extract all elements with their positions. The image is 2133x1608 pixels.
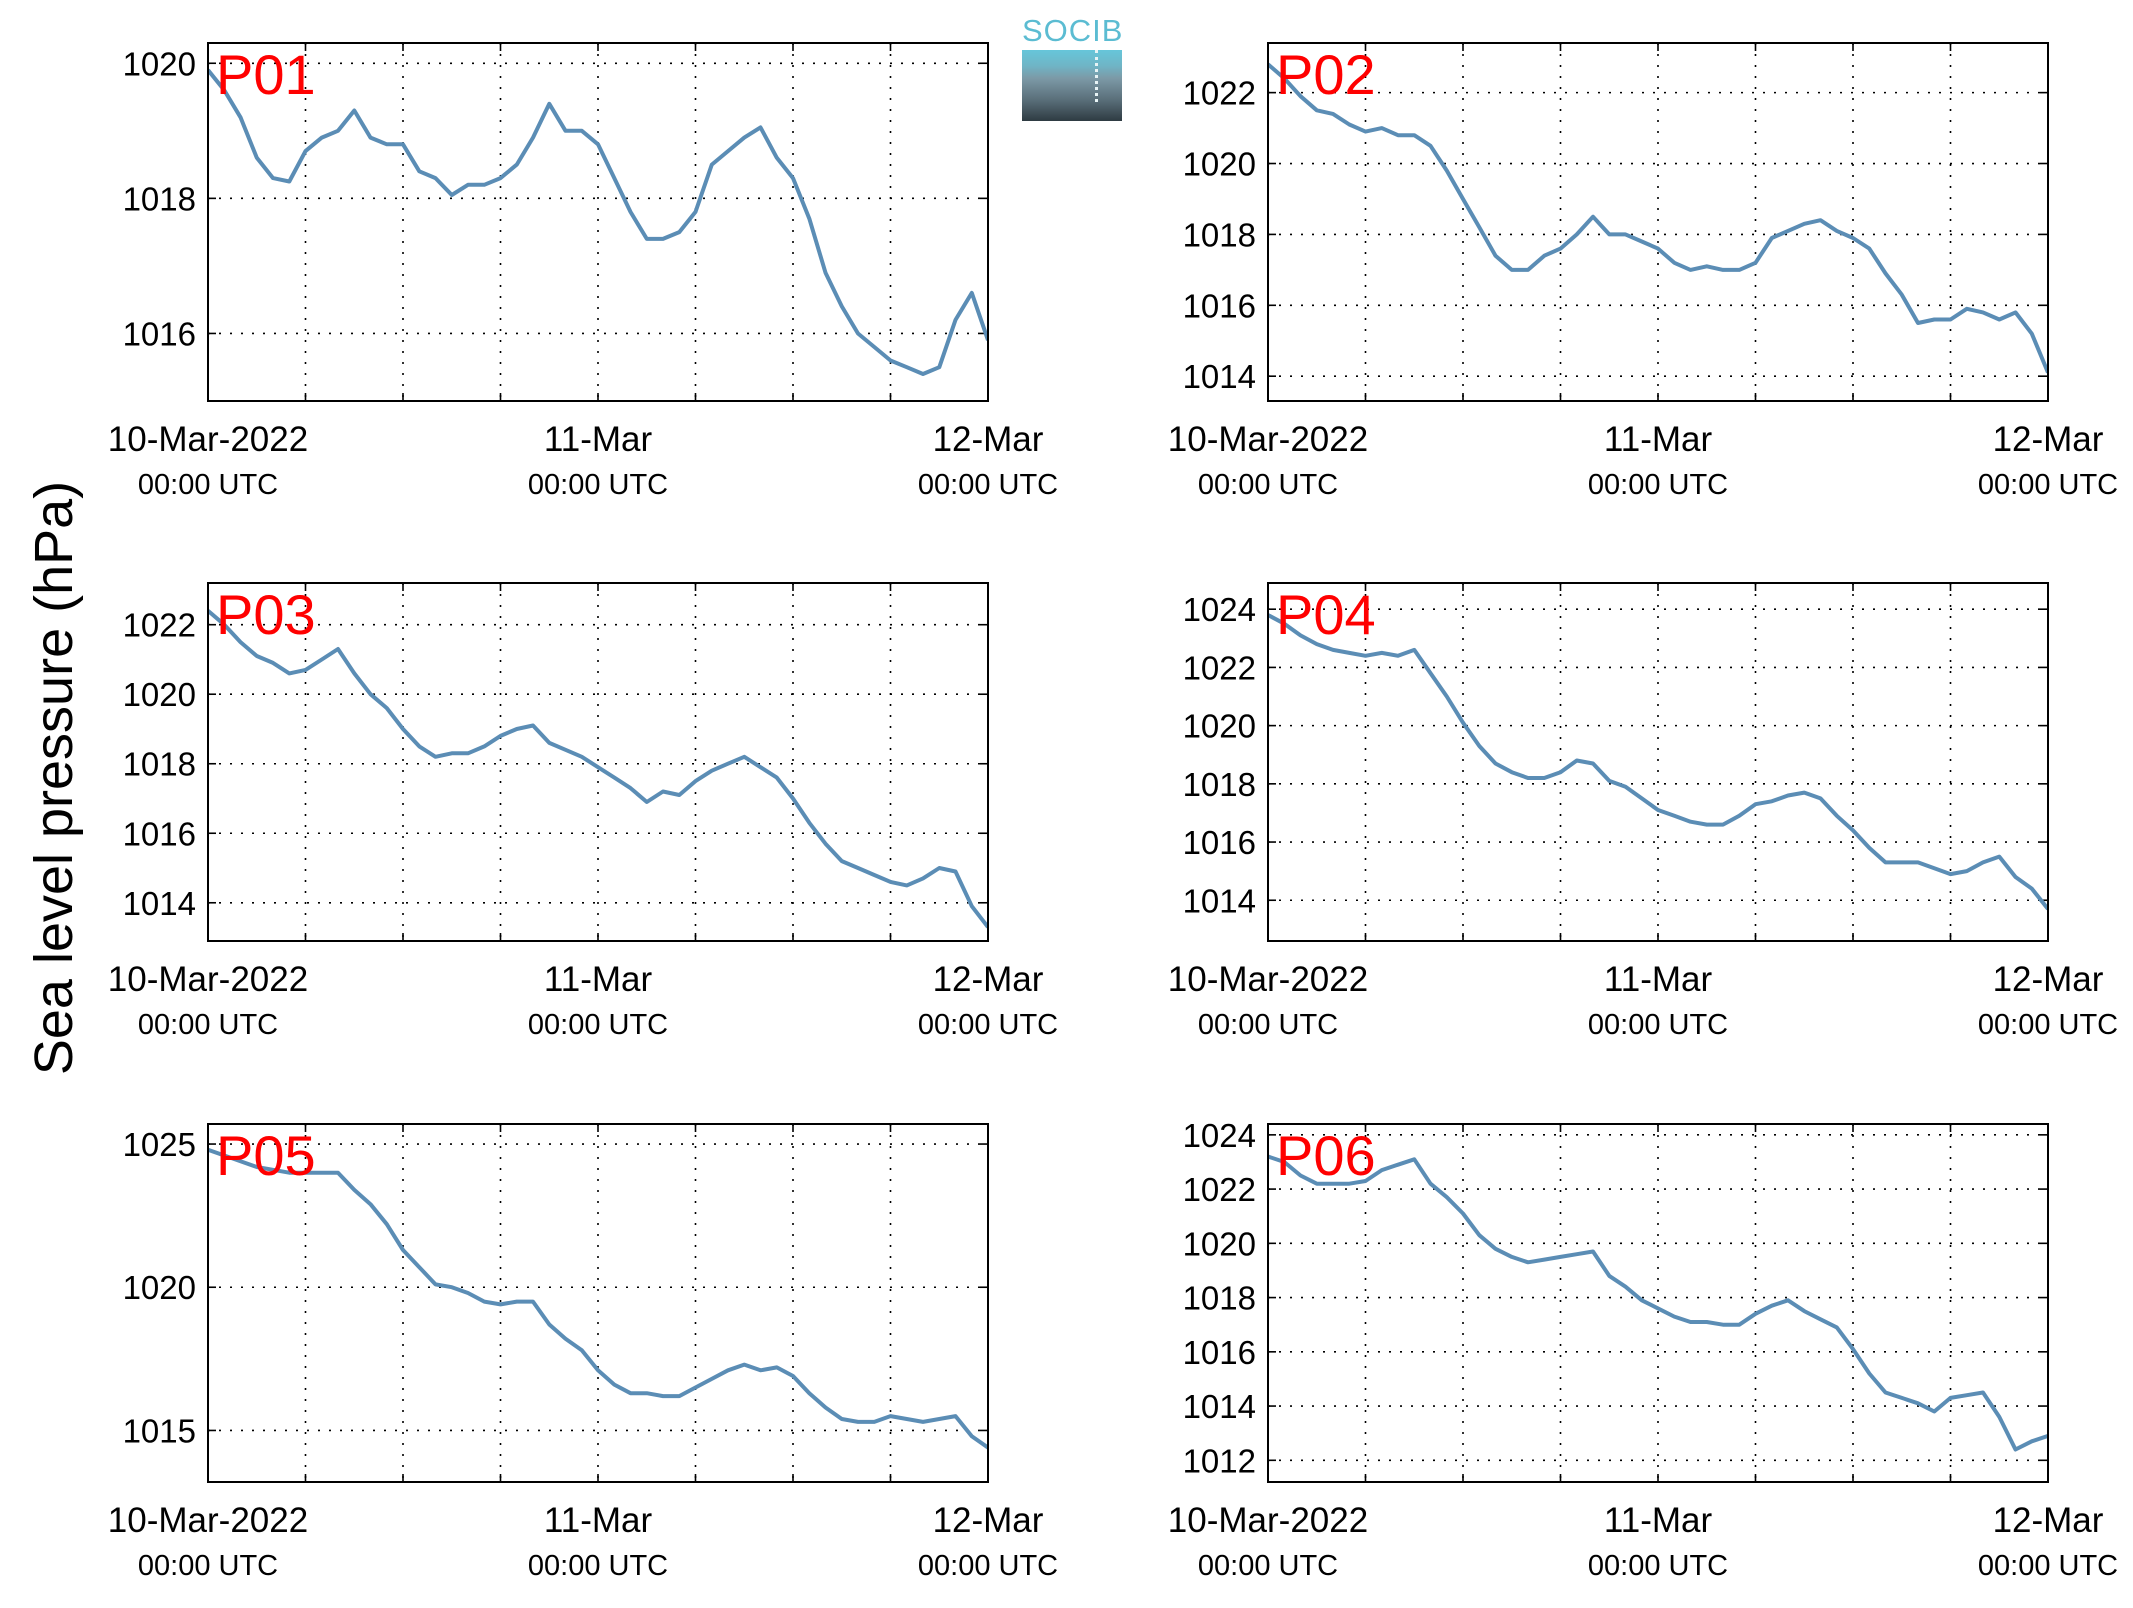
series-line	[208, 1147, 988, 1450]
axes-frame	[207, 1123, 989, 1483]
station-label: P02	[1276, 43, 1376, 106]
y-tick-label: 1014	[1183, 1388, 1256, 1425]
x-tick-label: 12-Mar	[1993, 1501, 2104, 1540]
y-tick-label: 1016	[1183, 824, 1256, 861]
panel-p01: 1016 1018 1020 10-Mar-2022 00:00 UTC 11-Mar 00…	[108, 42, 1058, 501]
x-tick-label: 11-Mar	[544, 960, 653, 999]
x-tick-sublabel: 00:00 UTC	[1198, 1550, 1338, 1582]
series-line	[208, 609, 988, 929]
series-line	[208, 68, 988, 376]
y-tick-label: 1018	[123, 180, 196, 217]
x-tick-label: 11-Mar	[1604, 960, 1713, 999]
socib-logo-mark	[1022, 50, 1122, 121]
x-tick-sublabel: 00:00 UTC	[138, 1009, 278, 1041]
x-tick-label: 10-Mar-2022	[108, 1501, 308, 1540]
axes-frame	[1267, 582, 2049, 942]
y-tick-label: 1016	[123, 815, 196, 852]
station-label: P01	[216, 43, 316, 106]
station-label: P04	[1276, 583, 1376, 646]
panel-p04: 1014 1016 1018 1020 1022 1024 10-Mar-2022 00:00…	[1168, 582, 2118, 1041]
y-tick-label: 1014	[1183, 358, 1256, 395]
y-tick-label: 1015	[123, 1412, 196, 1449]
y-tick-label: 1016	[123, 315, 196, 352]
y-tick-label: 1022	[1183, 649, 1256, 686]
y-tick-label: 1018	[123, 746, 196, 783]
x-tick-sublabel: 00:00 UTC	[918, 1009, 1058, 1041]
x-tick-sublabel: 00:00 UTC	[138, 1550, 278, 1582]
x-tick-sublabel: 00:00 UTC	[1978, 469, 2118, 501]
axes-frame	[1267, 1123, 2049, 1483]
x-tick-sublabel: 00:00 UTC	[528, 1550, 668, 1582]
y-tick-label: 1014	[123, 885, 196, 922]
y-tick-label: 1018	[1183, 766, 1256, 803]
x-tick-label: 12-Mar	[1993, 960, 2104, 999]
x-tick-label: 10-Mar-2022	[108, 960, 308, 999]
station-label: P05	[216, 1124, 316, 1187]
y-tick-label: 1025	[123, 1126, 196, 1163]
y-tick-label: 1020	[1183, 146, 1256, 183]
y-tick-label: 1014	[1183, 882, 1256, 919]
series-line	[1268, 62, 2048, 374]
socib-logo-text: SOCIB	[1022, 13, 1124, 48]
panel-p05: 1015 1020 1025 10-Mar-2022 00:00 UTC 11-Mar 00…	[108, 1123, 1058, 1582]
x-tick-sublabel: 00:00 UTC	[1198, 469, 1338, 501]
x-tick-sublabel: 00:00 UTC	[528, 469, 668, 501]
y-tick-label: 1020	[123, 45, 196, 82]
y-tick-label: 1016	[1183, 287, 1256, 324]
x-tick-sublabel: 00:00 UTC	[918, 1550, 1058, 1582]
axes-frame	[1267, 42, 2049, 402]
x-tick-sublabel: 00:00 UTC	[1588, 469, 1728, 501]
shared-y-axis-label: Sea level pressure (hPa)	[24, 481, 84, 1075]
x-tick-sublabel: 00:00 UTC	[1978, 1550, 2118, 1582]
x-tick-sublabel: 00:00 UTC	[1198, 1009, 1338, 1041]
panel-p03: 1014 1016 1018 1020 1022 10-Mar-2022 00:00 UTC…	[108, 582, 1058, 1041]
x-tick-label: 11-Mar	[1604, 420, 1713, 459]
y-tick-label: 1020	[1183, 1225, 1256, 1262]
x-tick-label: 11-Mar	[1604, 1501, 1713, 1540]
station-label: P06	[1276, 1124, 1376, 1187]
axes-frame	[207, 42, 989, 402]
y-tick-label: 1024	[1183, 591, 1256, 628]
y-tick-label: 1018	[1183, 1280, 1256, 1317]
y-tick-label: 1018	[1183, 216, 1256, 253]
x-tick-sublabel: 00:00 UTC	[918, 469, 1058, 501]
y-tick-label: 1022	[123, 607, 196, 644]
socib-logo: SOCIB	[1022, 14, 1122, 121]
y-tick-label: 1012	[1183, 1442, 1256, 1479]
x-tick-sublabel: 00:00 UTC	[138, 469, 278, 501]
x-tick-sublabel: 00:00 UTC	[1588, 1550, 1728, 1582]
x-tick-sublabel: 00:00 UTC	[1978, 1009, 2118, 1041]
y-tick-label: 1022	[1183, 1171, 1256, 1208]
x-tick-label: 10-Mar-2022	[1168, 1501, 1368, 1540]
x-tick-label: 12-Mar	[933, 1501, 1044, 1540]
axes-frame	[207, 582, 989, 942]
y-tick-label: 1020	[123, 1269, 196, 1306]
y-tick-label: 1024	[1183, 1117, 1256, 1154]
x-tick-label: 10-Mar-2022	[108, 420, 308, 459]
series-line	[1268, 1154, 2048, 1452]
y-tick-label: 1016	[1183, 1334, 1256, 1371]
x-tick-sublabel: 00:00 UTC	[528, 1009, 668, 1041]
x-tick-label: 12-Mar	[1993, 420, 2104, 459]
y-tick-label: 1020	[123, 676, 196, 713]
y-tick-label: 1020	[1183, 708, 1256, 745]
x-tick-label: 10-Mar-2022	[1168, 960, 1368, 999]
x-tick-sublabel: 00:00 UTC	[1588, 1009, 1728, 1041]
x-tick-label: 11-Mar	[544, 420, 653, 459]
x-tick-label: 12-Mar	[933, 960, 1044, 999]
series-line	[1268, 613, 2048, 911]
x-tick-label: 10-Mar-2022	[1168, 420, 1368, 459]
x-tick-label: 12-Mar	[933, 420, 1044, 459]
y-tick-label: 1022	[1183, 75, 1256, 112]
station-label: P03	[216, 583, 316, 646]
x-tick-label: 11-Mar	[544, 1501, 653, 1540]
panel-p06: 1012 1014 1016 1018 1020 1022 1024 10-Mar-2022 0…	[1168, 1117, 2118, 1582]
socib-logo-dots	[1095, 50, 1098, 102]
panel-p02: 1014 1016 1018 1020 1022 10-Mar-2022 00:00 UTC…	[1168, 42, 2118, 501]
